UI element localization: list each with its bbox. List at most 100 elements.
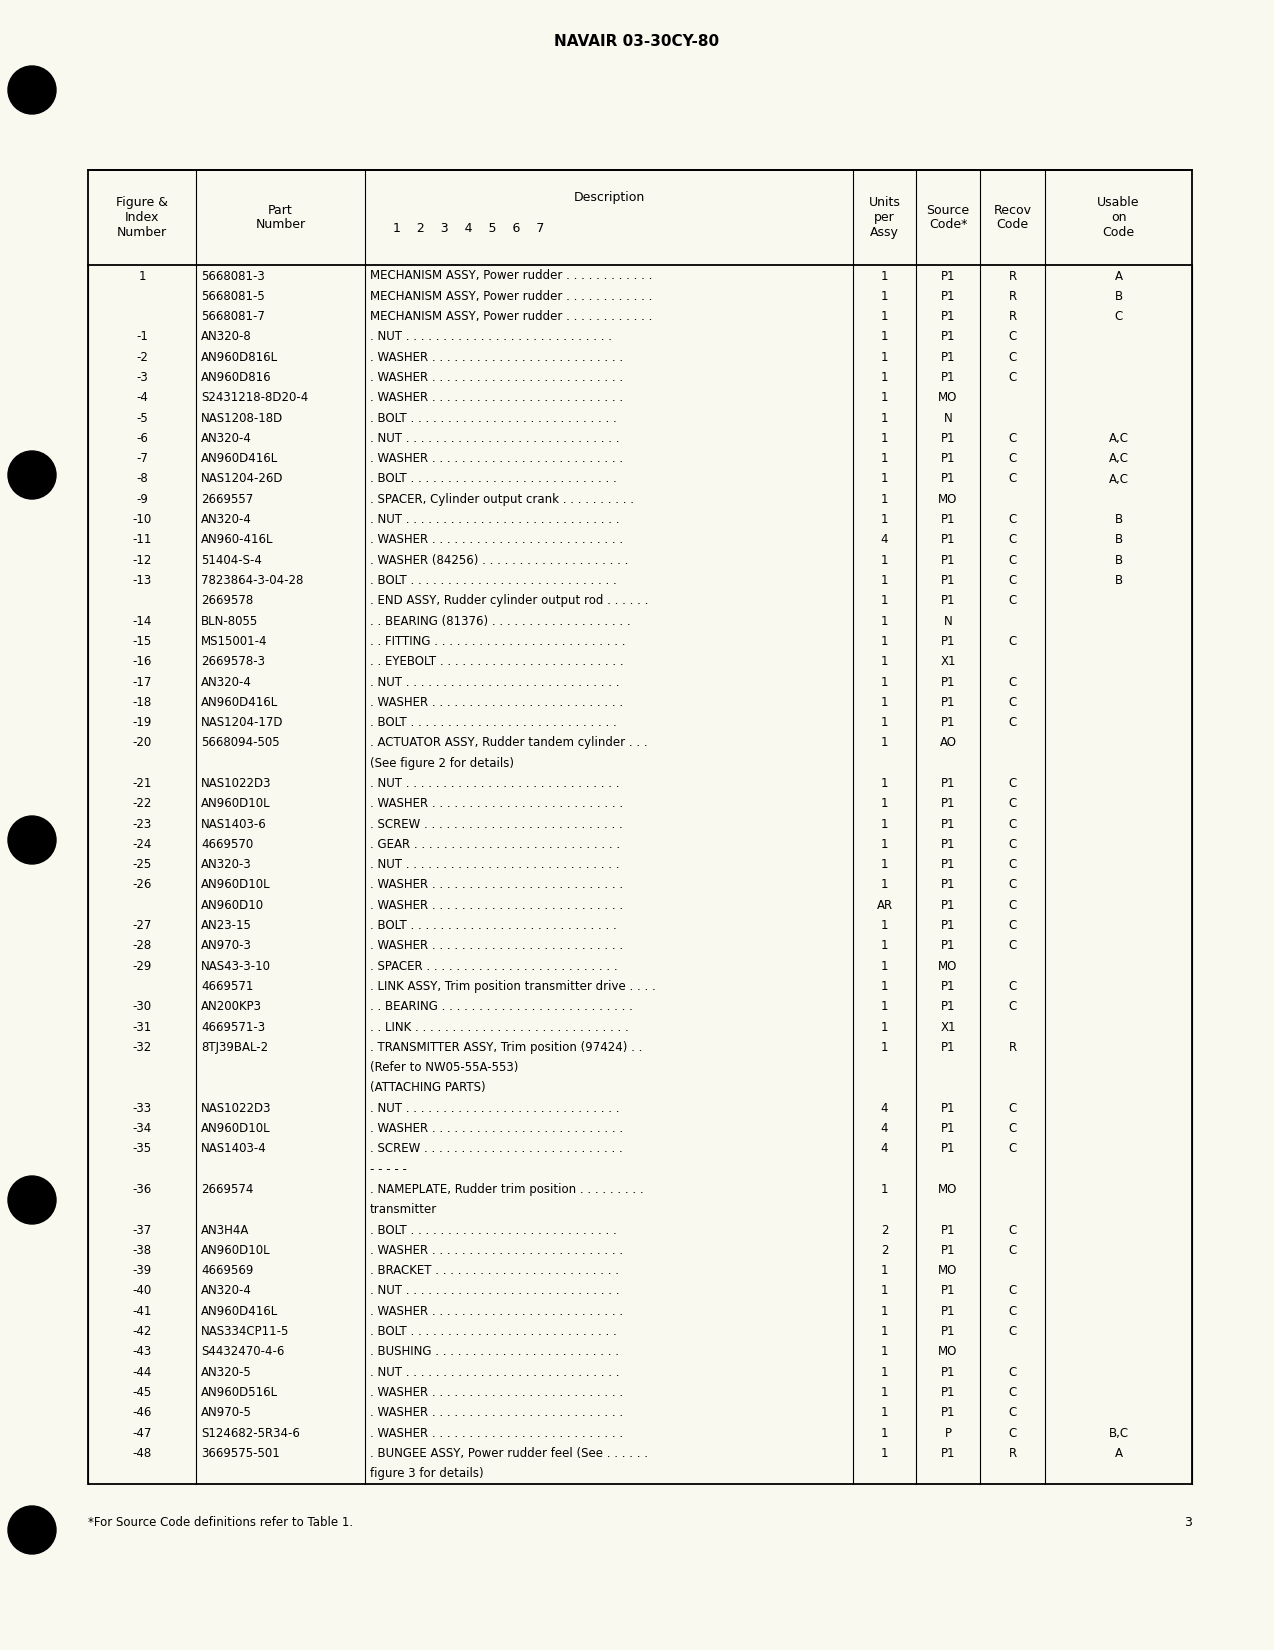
Text: NAS1022D3: NAS1022D3 — [201, 1102, 271, 1115]
Text: 1: 1 — [880, 493, 888, 507]
Text: AN3H4A: AN3H4A — [201, 1224, 250, 1236]
Text: NAVAIR 03-30CY-80: NAVAIR 03-30CY-80 — [554, 35, 720, 50]
Text: 1: 1 — [880, 655, 888, 668]
Circle shape — [8, 817, 56, 865]
Text: . WASHER . . . . . . . . . . . . . . . . . . . . . . . . . .: . WASHER . . . . . . . . . . . . . . . .… — [369, 899, 623, 912]
Text: A: A — [1115, 1447, 1122, 1460]
Text: 1: 1 — [880, 818, 888, 830]
Text: BLN-8055: BLN-8055 — [201, 614, 259, 627]
Text: 1: 1 — [880, 472, 888, 485]
Text: 5668094-505: 5668094-505 — [201, 736, 279, 749]
Text: . WASHER . . . . . . . . . . . . . . . . . . . . . . . . . .: . WASHER . . . . . . . . . . . . . . . .… — [369, 1406, 623, 1419]
Text: NAS1208-18D: NAS1208-18D — [201, 411, 283, 424]
Text: -7: -7 — [136, 452, 148, 465]
Text: P1: P1 — [940, 513, 956, 526]
Text: Figure &
Index
Number: Figure & Index Number — [116, 196, 168, 239]
Text: MO: MO — [939, 391, 958, 404]
Text: P1: P1 — [940, 1305, 956, 1318]
Text: 8TJ39BAL-2: 8TJ39BAL-2 — [201, 1041, 268, 1054]
Text: C: C — [1009, 675, 1017, 688]
Text: AR: AR — [877, 899, 893, 912]
Text: -18: -18 — [132, 696, 152, 710]
Text: -10: -10 — [132, 513, 152, 526]
Text: . . FITTING . . . . . . . . . . . . . . . . . . . . . . . . . .: . . FITTING . . . . . . . . . . . . . . … — [369, 635, 626, 648]
Text: -20: -20 — [132, 736, 152, 749]
Text: C: C — [1009, 330, 1017, 343]
Text: -12: -12 — [132, 554, 152, 566]
Text: 4669569: 4669569 — [201, 1264, 254, 1277]
Text: -43: -43 — [132, 1345, 152, 1358]
Text: -41: -41 — [132, 1305, 152, 1318]
Text: C: C — [1009, 1406, 1017, 1419]
Text: -16: -16 — [132, 655, 152, 668]
Text: 1: 1 — [880, 696, 888, 710]
Text: C: C — [1009, 1102, 1017, 1115]
Text: 1: 1 — [880, 939, 888, 952]
Text: -14: -14 — [132, 614, 152, 627]
Text: (Refer to NW05-55A-553): (Refer to NW05-55A-553) — [369, 1061, 519, 1074]
Text: 2: 2 — [880, 1224, 888, 1236]
Text: 1: 1 — [880, 391, 888, 404]
Text: N: N — [944, 411, 953, 424]
Text: S2431218-8D20-4: S2431218-8D20-4 — [201, 391, 308, 404]
Text: P1: P1 — [940, 1366, 956, 1379]
Text: P1: P1 — [940, 432, 956, 446]
Text: 2: 2 — [880, 1244, 888, 1257]
Text: 1: 1 — [139, 269, 145, 282]
Text: 1: 1 — [880, 574, 888, 587]
Text: 1: 1 — [880, 797, 888, 810]
Circle shape — [8, 450, 56, 498]
Text: C: C — [1009, 1305, 1017, 1318]
Text: 4669570: 4669570 — [201, 838, 254, 851]
Text: -34: -34 — [132, 1122, 152, 1135]
Text: C: C — [1009, 351, 1017, 363]
Text: 5668081-5: 5668081-5 — [201, 290, 265, 304]
Text: 1: 1 — [880, 432, 888, 446]
Text: P1: P1 — [940, 858, 956, 871]
Text: -39: -39 — [132, 1264, 152, 1277]
Text: NAS1403-4: NAS1403-4 — [201, 1142, 266, 1155]
Text: AN320-4: AN320-4 — [201, 513, 252, 526]
Text: 1: 1 — [880, 371, 888, 384]
Text: 1: 1 — [880, 716, 888, 729]
Text: . BRACKET . . . . . . . . . . . . . . . . . . . . . . . . .: . BRACKET . . . . . . . . . . . . . . . … — [369, 1264, 619, 1277]
Text: -13: -13 — [132, 574, 152, 587]
Text: C: C — [1009, 858, 1017, 871]
Text: 2669578-3: 2669578-3 — [201, 655, 265, 668]
Text: P1: P1 — [940, 330, 956, 343]
Text: . NUT . . . . . . . . . . . . . . . . . . . . . . . . . . . . .: . NUT . . . . . . . . . . . . . . . . . … — [369, 675, 619, 688]
Text: C: C — [1009, 594, 1017, 607]
Text: 3: 3 — [1184, 1515, 1192, 1528]
Text: . WASHER . . . . . . . . . . . . . . . . . . . . . . . . . .: . WASHER . . . . . . . . . . . . . . . .… — [369, 1386, 623, 1399]
Text: P1: P1 — [940, 351, 956, 363]
Text: -35: -35 — [132, 1142, 152, 1155]
Text: 5668081-7: 5668081-7 — [201, 310, 265, 323]
Text: . SCREW . . . . . . . . . . . . . . . . . . . . . . . . . . .: . SCREW . . . . . . . . . . . . . . . . … — [369, 818, 623, 830]
Text: 1: 1 — [880, 777, 888, 790]
Text: X1: X1 — [940, 655, 956, 668]
Text: -22: -22 — [132, 797, 152, 810]
Text: . NAMEPLATE, Rudder trim position . . . . . . . . .: . NAMEPLATE, Rudder trim position . . . … — [369, 1183, 643, 1196]
Text: NAS1204-26D: NAS1204-26D — [201, 472, 284, 485]
Text: 1: 1 — [880, 1386, 888, 1399]
Text: 1: 1 — [880, 513, 888, 526]
Text: . . LINK . . . . . . . . . . . . . . . . . . . . . . . . . . . . .: . . LINK . . . . . . . . . . . . . . . .… — [369, 1021, 629, 1033]
Text: 1: 1 — [880, 594, 888, 607]
Text: AN960D416L: AN960D416L — [201, 1305, 278, 1318]
Text: figure 3 for details): figure 3 for details) — [369, 1467, 484, 1480]
Text: P1: P1 — [940, 1386, 956, 1399]
Text: -23: -23 — [132, 818, 152, 830]
Text: 4669571-3: 4669571-3 — [201, 1021, 265, 1033]
Text: B: B — [1115, 513, 1122, 526]
Text: -45: -45 — [132, 1386, 152, 1399]
Text: 1: 1 — [880, 1000, 888, 1013]
Text: . WASHER . . . . . . . . . . . . . . . . . . . . . . . . . .: . WASHER . . . . . . . . . . . . . . . .… — [369, 1244, 623, 1257]
Text: -5: -5 — [136, 411, 148, 424]
Text: AN960D10L: AN960D10L — [201, 878, 270, 891]
Text: . . BEARING . . . . . . . . . . . . . . . . . . . . . . . . . .: . . BEARING . . . . . . . . . . . . . . … — [369, 1000, 633, 1013]
Text: P1: P1 — [940, 1102, 956, 1115]
Text: AN320-4: AN320-4 — [201, 432, 252, 446]
Text: -3: -3 — [136, 371, 148, 384]
Text: -46: -46 — [132, 1406, 152, 1419]
Text: -31: -31 — [132, 1021, 152, 1033]
